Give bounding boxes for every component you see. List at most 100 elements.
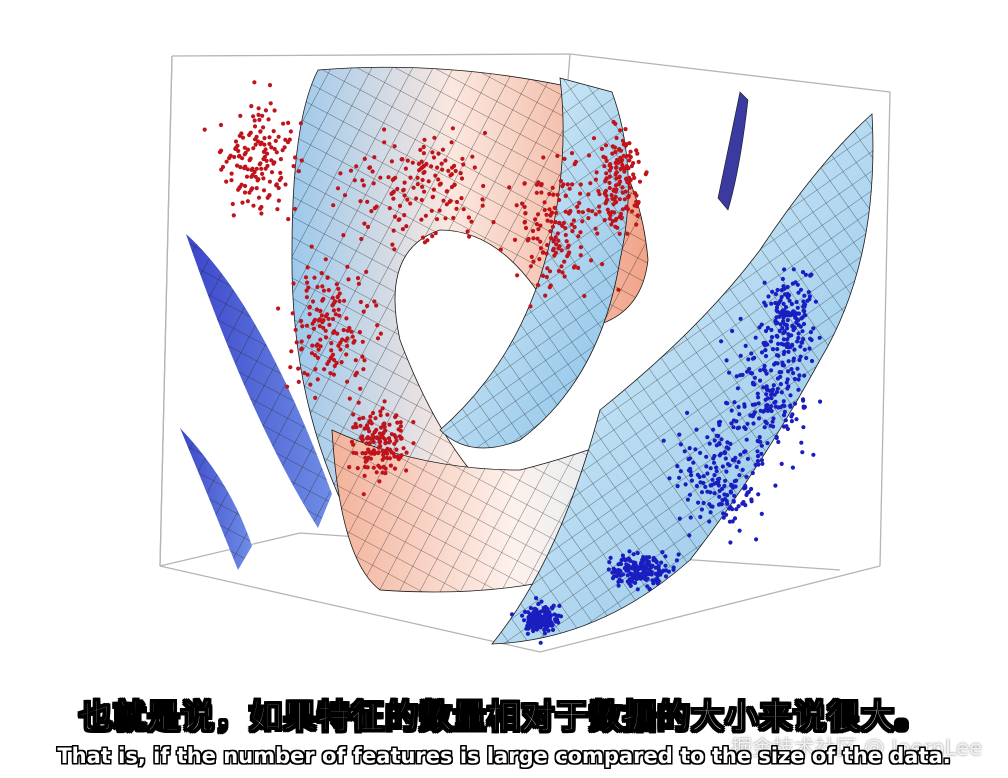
data-point [351, 412, 356, 417]
data-point [645, 584, 650, 589]
data-point [635, 151, 640, 156]
data-point [351, 425, 356, 430]
data-point [356, 400, 361, 405]
data-point [544, 251, 549, 256]
data-point [224, 159, 229, 164]
data-point [731, 425, 736, 430]
data-point [230, 201, 235, 207]
data-point [734, 464, 739, 469]
data-point [650, 578, 655, 583]
data-point [730, 507, 735, 512]
data-point [536, 601, 541, 607]
data-point [537, 615, 542, 620]
data-point [548, 229, 553, 234]
data-point [772, 362, 777, 367]
data-point [802, 293, 807, 298]
data-point [360, 339, 365, 344]
data-point [625, 579, 630, 584]
data-point [537, 623, 542, 628]
data-point [344, 352, 349, 357]
data-point [761, 409, 766, 414]
data-point [305, 280, 310, 285]
data-point [699, 507, 705, 512]
data-point [725, 501, 730, 506]
data-point [392, 214, 398, 219]
data-point [433, 231, 438, 236]
data-point [293, 327, 298, 332]
data-point [763, 354, 769, 359]
data-point [286, 217, 291, 222]
data-point [545, 266, 550, 271]
data-point [744, 474, 749, 479]
data-point [325, 361, 330, 366]
data-point [734, 374, 739, 379]
data-point [543, 612, 548, 618]
data-point [696, 500, 701, 505]
data-point [367, 441, 372, 447]
data-point [309, 244, 314, 249]
data-point [315, 342, 320, 347]
data-point [278, 170, 283, 175]
data-point [769, 404, 774, 409]
data-point [580, 219, 585, 224]
data-point [396, 217, 401, 222]
data-point [543, 609, 548, 614]
data-point [472, 165, 477, 170]
data-point [553, 220, 558, 225]
data-point [731, 418, 737, 423]
data-point [785, 326, 790, 331]
data-point [404, 224, 409, 229]
data-point [697, 474, 702, 480]
data-point [392, 433, 397, 438]
data-point [333, 312, 338, 317]
data-point [800, 329, 805, 334]
data-point [342, 193, 348, 198]
data-point [429, 208, 434, 213]
data-point [732, 479, 737, 484]
data-point [433, 173, 438, 178]
data-point [632, 175, 637, 180]
data-point [357, 330, 362, 335]
data-point [419, 159, 424, 164]
data-point [701, 474, 706, 479]
data-point [646, 559, 652, 565]
data-point [378, 413, 383, 418]
data-point [781, 337, 787, 342]
data-point [729, 483, 734, 488]
data-point [636, 200, 641, 205]
data-point [354, 425, 359, 430]
data-point [522, 618, 527, 623]
data-point [749, 351, 754, 356]
data-point [252, 80, 257, 85]
data-point [248, 156, 253, 161]
data-point [392, 466, 398, 471]
data-point [586, 216, 591, 221]
data-point [349, 439, 355, 444]
data-point [448, 198, 453, 204]
data-point [355, 466, 360, 471]
data-point [341, 233, 346, 238]
data-point [567, 250, 572, 255]
data-point [784, 424, 789, 429]
data-point [554, 242, 559, 247]
data-point [807, 346, 812, 351]
data-point [461, 162, 466, 167]
data-point [507, 185, 512, 190]
data-point [399, 157, 404, 162]
data-point [663, 563, 668, 568]
data-point [602, 218, 607, 223]
data-point [288, 129, 293, 134]
data-point [623, 127, 628, 132]
data-point [714, 465, 719, 470]
data-point [361, 367, 366, 372]
data-point [265, 151, 270, 156]
data-point [533, 217, 538, 222]
data-point [594, 170, 599, 175]
data-point [202, 127, 207, 132]
data-point [256, 106, 261, 111]
data-point [771, 424, 776, 429]
data-point [780, 276, 786, 282]
data-point [752, 375, 758, 380]
data-point [586, 208, 591, 213]
data-point [303, 275, 309, 280]
